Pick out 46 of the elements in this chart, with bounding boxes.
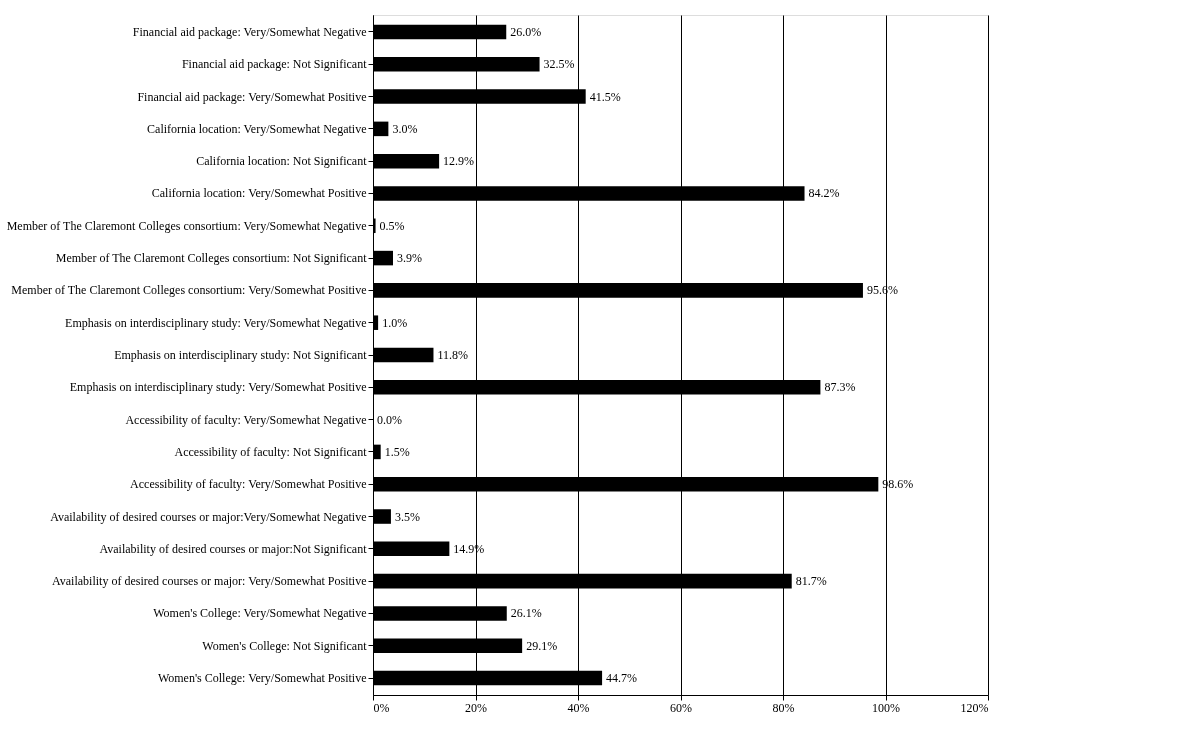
data-label: 0.0% (377, 412, 402, 427)
y-tick-label: Financial aid package: Very/Somewhat Negative (132, 24, 367, 39)
x-tick-label: 120% (960, 700, 989, 715)
y-tick-label: Member of The Claremont Colleges consortium: Very/Somewhat Positive (11, 283, 367, 298)
data-label: 44.7% (606, 671, 638, 686)
data-label: 0.5% (379, 218, 405, 233)
data-label: 3.5% (394, 509, 420, 524)
y-tick-label: Women's College: Not Significant (202, 638, 368, 653)
data-label: 12.9% (443, 154, 475, 169)
y-tick-label: Availability of desired courses or major:Not Significant (99, 541, 368, 556)
data-label: 3.0% (392, 121, 418, 136)
y-tick-label: Member of The Claremont Colleges consortium: Very/Somewhat Negative (6, 218, 367, 233)
y-tick-label: California location: Not Significant (196, 154, 368, 169)
y-tick-label: California location: Very/Somewhat Negative (147, 121, 367, 136)
y-tick-label: Availability of desired courses or major: Very/Somewhat Positive (52, 574, 367, 589)
data-label: 1.0% (382, 315, 408, 330)
y-tick-label: Financial aid package: Very/Somewhat Positive (137, 89, 367, 104)
data-label: 11.8% (437, 348, 469, 362)
data-label: 87.3% (824, 380, 856, 395)
x-tick-label: 80% (772, 700, 795, 715)
data-label: 84.2% (808, 186, 840, 201)
data-label: 3.9% (396, 251, 422, 266)
y-tick-label: Emphasis on interdisciplinary study: Very/Somewhat Positive (69, 380, 367, 395)
y-tick-label: Women's College: Very/Somewhat Negative (153, 606, 367, 621)
x-tick-label: 40% (567, 700, 590, 715)
data-label: 1.5% (384, 444, 410, 459)
y-tick-label: Emphasis on interdisciplinary study: Not Significant (114, 348, 368, 362)
x-tick-label: 60% (670, 700, 692, 715)
y-tick-label: Women's College: Very/Somewhat Positive (157, 671, 367, 686)
data-label: 26.0% (510, 24, 542, 39)
y-tick-label: California location: Very/Somewhat Positive (151, 186, 367, 201)
y-tick-label: Accessibility of faculty: Very/Somewhat Negative (125, 412, 367, 427)
data-label: 32.5% (543, 57, 575, 72)
y-tick-label: Accessibility of faculty: Very/Somewhat Positive (130, 477, 367, 492)
x-tick-label: 20% (465, 700, 487, 715)
y-tick-label: Emphasis on interdisciplinary study: Very/Somewhat Negative (65, 315, 367, 330)
x-tick-label: 0% (373, 700, 390, 715)
data-label: 81.7% (795, 574, 827, 589)
y-tick-label: Member of The Claremont Colleges consortium: Not Significant (55, 251, 368, 266)
data-label: 29.1% (526, 638, 558, 653)
y-tick-label: Availability of desired courses or major:Very/Somewhat Negative (50, 509, 367, 524)
data-label: 26.1% (510, 606, 542, 621)
data-label: 41.5% (589, 89, 621, 104)
y-tick-label: Financial aid package: Not Significant (181, 57, 368, 72)
y-tick-label: Accessibility of faculty: Not Significant (174, 444, 368, 459)
x-tick-label: 100% (872, 700, 900, 715)
